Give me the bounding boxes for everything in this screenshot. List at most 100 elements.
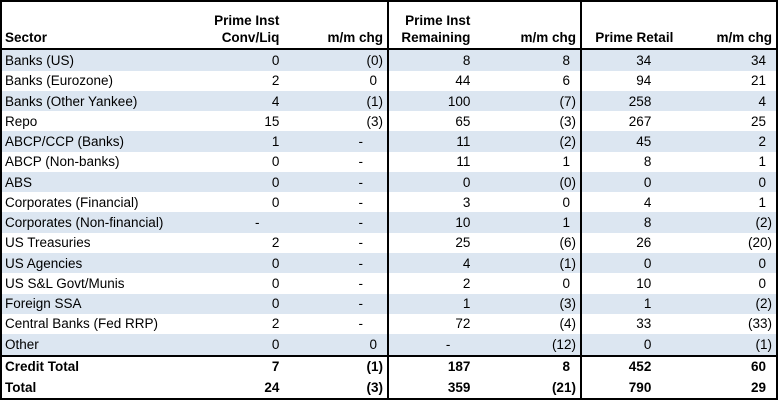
value-cell: - xyxy=(283,171,388,193)
value-cell: 6 xyxy=(562,73,570,89)
sector-cell: Foreign SSA xyxy=(1,293,204,314)
header-line2: Conv/Liq xyxy=(221,30,280,45)
value-cell: - xyxy=(386,334,475,356)
value-cell: 0 xyxy=(562,194,570,210)
column-header-prime-inst-remaining: Prime Inst Remaining xyxy=(386,1,475,50)
value-cell: 26 xyxy=(579,232,656,253)
value-cell: 0 xyxy=(386,171,475,193)
table-row: ABCP/CCP (Banks) 1 - 11 (2) 45 2 xyxy=(1,131,777,152)
value-cell: 0 xyxy=(579,171,656,193)
value-cell: 0 xyxy=(203,171,284,193)
value-cell: (3) xyxy=(559,113,576,129)
value-cell: 359 xyxy=(386,377,475,399)
value-cell: - xyxy=(283,212,388,233)
value-cell: 8 xyxy=(579,151,656,172)
value-cell: (0) xyxy=(474,171,581,193)
value-cell: 10 xyxy=(386,212,475,233)
value-cell: - xyxy=(358,275,363,291)
value-cell: (1) xyxy=(283,90,388,112)
value-cell: 94 xyxy=(579,70,656,91)
sector-cell: US Agencies xyxy=(1,253,204,274)
value-cell: 72 xyxy=(386,313,475,335)
header-line2: Remaining xyxy=(401,30,471,45)
sector-cell: Banks (Eurozone) xyxy=(5,73,114,89)
value-cell: 0 xyxy=(579,253,656,274)
value-cell: 29 xyxy=(750,380,766,396)
value-cell: 44 xyxy=(386,70,475,91)
value-cell: - xyxy=(358,235,363,251)
column-header-mm-chg-2: m/m chg xyxy=(474,1,581,50)
value-cell: 0 xyxy=(579,334,656,356)
value-cell: 25 xyxy=(750,113,766,129)
table-row: Central Banks (Fed RRP) 2 - 72 (4) 33 (3… xyxy=(1,313,777,335)
value-cell: (3) xyxy=(474,293,581,314)
value-cell: - xyxy=(283,253,388,274)
value-cell: 1 xyxy=(758,154,766,170)
column-header-prime-retail: Prime Retail xyxy=(579,1,673,50)
value-cell: (20) xyxy=(747,235,772,251)
value-cell: 0 xyxy=(203,253,284,274)
table-row: US Agencies 0 - 4 (1) 0 0 xyxy=(1,253,777,274)
value-cell: 0 xyxy=(271,154,280,170)
value-cell: (3) xyxy=(366,380,383,396)
sector-cell: Corporates (Financial) xyxy=(5,194,139,210)
value-cell: 1 xyxy=(386,293,475,314)
value-cell: 8 xyxy=(579,212,656,233)
value-cell: 3 xyxy=(386,192,475,213)
sector-cell: US Treasuries xyxy=(5,235,91,251)
value-cell: 0 xyxy=(562,275,570,291)
table-row: Corporates (Non-financial) - - 10 1 8 (2… xyxy=(1,212,777,233)
value-cell: 1 xyxy=(203,131,284,152)
value-cell: (6) xyxy=(559,235,576,251)
value-cell: - xyxy=(283,293,388,314)
value-cell: 258 xyxy=(579,90,656,112)
value-cell: 100 xyxy=(386,90,475,112)
table-body: Banks (US) 0 (0) 8 8 34 34 Banks (Eurozo… xyxy=(1,49,777,399)
value-cell: 267 xyxy=(579,111,656,132)
header-line2: m/m chg xyxy=(327,30,383,45)
value-cell: - xyxy=(358,194,363,210)
value-cell: 7 xyxy=(203,354,284,378)
table-row: Total 24 (3) 359 (21) 790 29 xyxy=(1,377,777,399)
table-row: ABCP (Non-banks) 0 - 11 1 8 1 xyxy=(1,151,777,172)
value-cell: (1) xyxy=(474,253,581,274)
value-cell: 187 xyxy=(386,354,475,378)
value-cell: (3) xyxy=(366,113,383,129)
header-row: Sector Prime Inst Conv/Liq m/m chg Prime… xyxy=(1,1,777,50)
value-cell: 4 xyxy=(579,192,656,213)
sector-cell: ABCP (Non-banks) xyxy=(5,154,120,170)
column-header-mm-chg-1: m/m chg xyxy=(283,1,388,50)
value-cell: 790 xyxy=(579,377,656,399)
sector-cell: ABS xyxy=(1,171,204,193)
value-cell: 4 xyxy=(386,253,475,274)
sector-cell: Corporates (Non-financial) xyxy=(1,212,204,233)
value-cell: (2) xyxy=(474,131,581,152)
value-cell: 1 xyxy=(562,154,570,170)
value-cell: 0 xyxy=(203,293,284,314)
value-cell: 2 xyxy=(271,73,280,89)
value-cell: - xyxy=(358,154,363,170)
value-cell: - xyxy=(358,316,363,332)
column-header-mm-chg-3: m/m chg xyxy=(655,1,777,50)
value-cell: 1 xyxy=(474,212,581,233)
value-cell: 60 xyxy=(655,354,777,378)
value-cell: 0 xyxy=(655,171,777,193)
value-cell: (0) xyxy=(283,49,388,71)
value-cell: (2) xyxy=(655,212,777,233)
value-cell: 8 xyxy=(474,354,581,378)
value-cell: 0 xyxy=(283,334,388,356)
table-row: Other 0 0 - (12) 0 (1) xyxy=(1,334,777,356)
value-cell: (21) xyxy=(551,380,576,396)
value-cell: 1 xyxy=(758,194,766,210)
header-line2: m/m chg xyxy=(520,30,576,45)
sector-cell: ABCP/CCP (Banks) xyxy=(1,131,204,152)
value-cell: (33) xyxy=(747,316,772,332)
value-cell: (12) xyxy=(474,334,581,356)
value-cell: (1) xyxy=(283,354,388,378)
value-cell: 0 xyxy=(369,73,377,89)
value-cell: 8 xyxy=(386,49,475,71)
table-row: US Treasuries 2 - 25 (6) 26 (20) xyxy=(1,232,777,253)
sector-cell: Other xyxy=(1,334,204,356)
table-row: Banks (US) 0 (0) 8 8 34 34 xyxy=(1,49,777,71)
